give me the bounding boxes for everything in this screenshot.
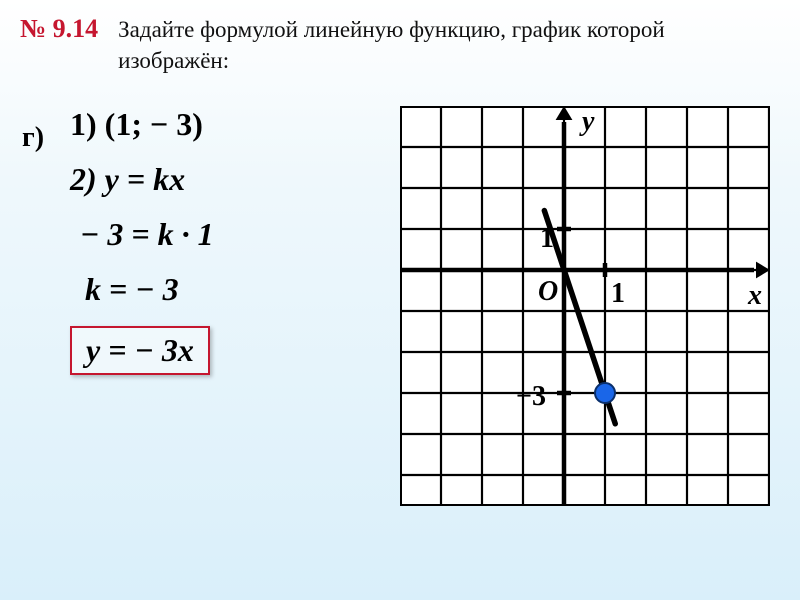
problem-text: Задайте формулой линейную функцию, графи…	[118, 14, 800, 76]
svg-text:y: y	[579, 106, 595, 137]
graph: Ox y 1 1 −3	[400, 106, 770, 506]
svg-text:1: 1	[611, 278, 625, 309]
step-formula: 2) y = kx	[70, 161, 400, 198]
svg-text:1: 1	[540, 223, 554, 254]
problem-number: № 9.14	[20, 14, 98, 44]
variant-label: г)	[22, 122, 44, 154]
svg-text:x: x	[747, 280, 762, 311]
svg-text:O: O	[538, 276, 558, 307]
step-k: k = − 3	[85, 271, 400, 308]
svg-text:−3: −3	[516, 381, 546, 412]
step-point: 1) (1; − 3)	[70, 106, 400, 143]
solution-steps: 1) (1; − 3) 2) y = kx − 3 = k · 1 k = − …	[0, 106, 400, 506]
step-substitute: − 3 = k · 1	[80, 216, 400, 253]
answer-box: y = − 3x	[70, 326, 210, 375]
